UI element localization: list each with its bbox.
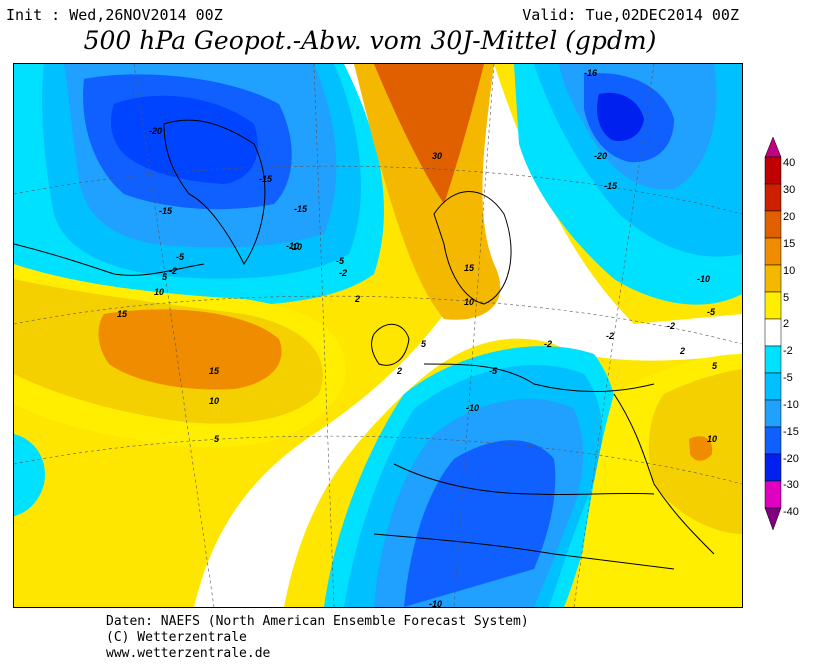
contour-label: 15 (464, 263, 475, 273)
legend-bar (764, 136, 782, 531)
contour-label: -5 (489, 366, 498, 376)
warm-se-15 (689, 436, 713, 461)
legend-swatch (764, 345, 782, 374)
legend-swatch (764, 156, 782, 185)
color-legend (763, 136, 783, 535)
website-link[interactable]: www.wetterzentrale.de (106, 646, 271, 661)
legend-swatch (764, 318, 782, 347)
contour-label: -20 (149, 126, 162, 136)
legend-tick: -40 (783, 506, 799, 518)
contour-label: -10 (286, 241, 299, 251)
legend-tick: 30 (783, 184, 796, 196)
contour-label: 10 (707, 434, 717, 444)
legend-tick: -30 (783, 479, 799, 491)
contour-label: 10 (464, 297, 474, 307)
contour-label: -2 (339, 268, 347, 278)
contour-label: -5 (336, 256, 345, 266)
coastlines (14, 119, 715, 570)
legend-swatch (764, 237, 782, 266)
legend-tick: -15 (783, 426, 799, 438)
contour-label: -15 (604, 181, 618, 191)
contour-label: 5 (214, 434, 220, 444)
legend-swatch (764, 291, 782, 320)
cold-blob-sw (14, 434, 45, 516)
contour-label: 30 (432, 151, 442, 161)
contour-label: 5 (712, 361, 718, 371)
contour-label: 2 (354, 294, 360, 304)
legend-swatch (764, 399, 782, 428)
legend-swatch (764, 372, 782, 401)
contour-label: -20 (594, 151, 607, 161)
contour-label: 5 (162, 272, 168, 282)
legend-tick: 15 (783, 238, 796, 250)
legend-tick: 40 (783, 157, 796, 169)
contour-label: -10 (466, 403, 479, 413)
contour-label: -2 (544, 339, 552, 349)
contour-label: -15 (259, 174, 273, 184)
copyright-text: (C) Wetterzentrale (106, 630, 247, 645)
legend-cap-top (764, 136, 782, 158)
contour-label: -15 (294, 204, 308, 214)
contour-label: 15 (117, 309, 128, 319)
legend-tick: -2 (783, 345, 793, 357)
contour-label: -2 (606, 331, 614, 341)
contour-labels: -20 -15 -16 -20 -15 -15 -15 -10 -5 -2 -5… (117, 68, 718, 607)
graticule (14, 64, 742, 607)
legend-swatch (764, 264, 782, 293)
map-canvas: -20 -15 -16 -20 -15 -15 -15 -10 -5 -2 -5… (14, 64, 742, 607)
near-zero-band (194, 64, 742, 607)
legend-tick: -20 (783, 453, 799, 465)
legend-swatch (764, 453, 782, 482)
cold-area-ne-20 (597, 92, 644, 142)
contour-label: -10 (429, 599, 442, 607)
valid-time: Valid: Tue,02DEC2014 00Z (522, 6, 739, 24)
legend-tick: -10 (783, 399, 799, 411)
anomaly-map: -20 -15 -16 -20 -15 -15 -15 -10 -5 -2 -5… (13, 63, 743, 608)
contour-label: -10 (697, 274, 710, 284)
legend-tick: 10 (783, 265, 796, 277)
contour-label: -5 (176, 252, 185, 262)
contour-label: -10 (289, 242, 302, 252)
legend-tick: 20 (783, 211, 796, 223)
legend-swatch (764, 480, 782, 509)
legend-cap-bottom (764, 507, 782, 531)
contour-label: 2 (396, 366, 402, 376)
contour-label: -2 (667, 321, 675, 331)
contour-label: 10 (209, 396, 219, 406)
warm-atlantic-15 (98, 309, 282, 390)
init-time: Init : Wed,26NOV2014 00Z (6, 6, 223, 24)
legend-tick: -5 (783, 372, 793, 384)
contour-label: 2 (679, 346, 685, 356)
contour-label: -16 (584, 68, 598, 78)
contour-label: -2 (169, 266, 177, 276)
legend-tick: 5 (783, 292, 790, 304)
warm-ridge-30 (374, 64, 484, 204)
legend-tick: 2 (783, 318, 790, 330)
map-title: 500 hPa Geopot.-Abw. vom 30J-Mittel (gpd… (83, 26, 657, 55)
contour-label: 5 (421, 339, 427, 349)
contour-label: 10 (154, 287, 164, 297)
legend-swatch (764, 183, 782, 212)
legend-swatch (764, 426, 782, 455)
cold-area-west-20 (111, 95, 258, 184)
contour-label: 15 (209, 366, 220, 376)
contour-label: -15 (159, 206, 173, 216)
contour-label: -5 (707, 307, 716, 317)
legend-swatch (764, 210, 782, 239)
data-source-text: Daten: NAEFS (North American Ensemble Fo… (106, 614, 529, 629)
